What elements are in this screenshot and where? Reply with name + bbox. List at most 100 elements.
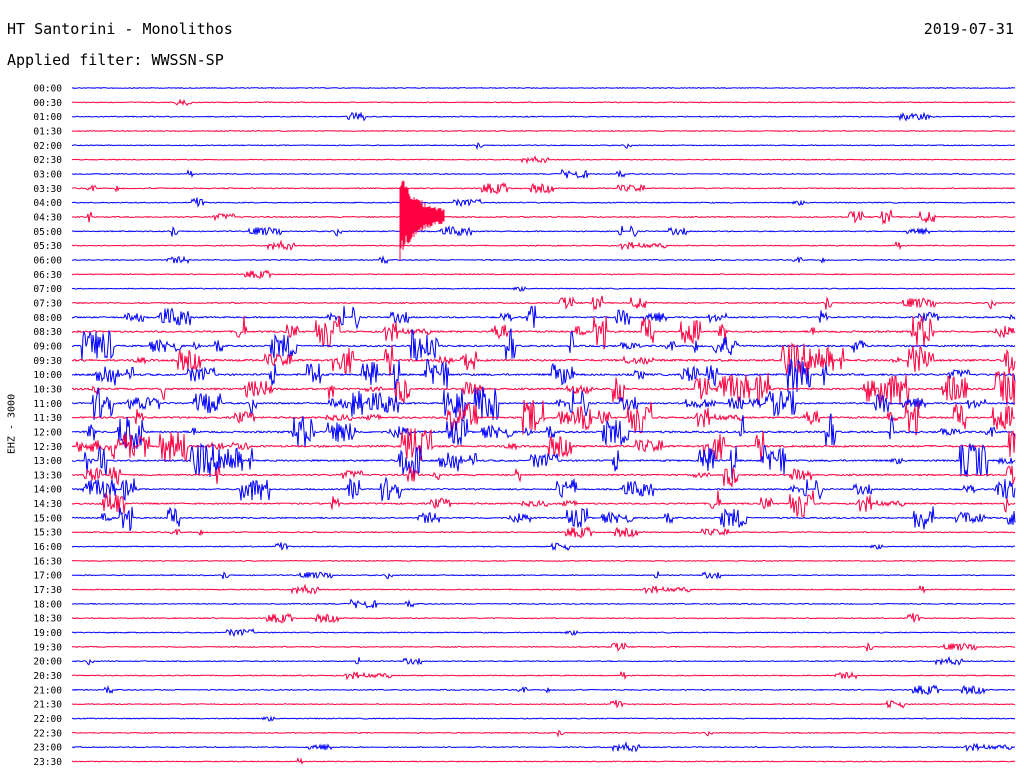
- trace-line: [71, 155, 1016, 165]
- time-tick-label: 11:00: [33, 399, 62, 410]
- trace-line: [71, 506, 1016, 531]
- seismic-event-trace: [399, 180, 445, 260]
- time-tick-label: 05:30: [33, 241, 62, 252]
- time-tick-label: 15:00: [33, 513, 62, 524]
- trace-line: [71, 86, 1016, 90]
- time-tick-label: 01:30: [33, 126, 62, 137]
- time-tick-label: 14:00: [33, 485, 62, 496]
- record-date: 2019-07-31: [923, 20, 1014, 38]
- trace-line: [71, 542, 1016, 552]
- trace-line: [72, 98, 1016, 107]
- trace-line: [72, 209, 1016, 225]
- time-tick-label: 10:30: [33, 384, 62, 395]
- time-tick-label: 04:00: [33, 198, 62, 209]
- trace-line: [71, 358, 1016, 394]
- trace-line: [71, 571, 1016, 580]
- time-tick-label: 00:30: [33, 98, 62, 109]
- time-tick-label: 06:00: [33, 255, 62, 266]
- time-tick-label: 03:30: [33, 184, 62, 195]
- time-tick-label: 08:30: [33, 327, 62, 338]
- time-tick-label: 13:00: [33, 456, 62, 467]
- time-tick-label: 15:30: [33, 528, 62, 539]
- trace-line: [71, 598, 1016, 609]
- trace-line: [71, 490, 1016, 517]
- time-tick-label: 16:30: [33, 556, 62, 567]
- trace-line: [71, 656, 1016, 666]
- time-tick-label: 10:00: [33, 370, 62, 381]
- trace-line: [71, 255, 1016, 265]
- time-tick-label: 19:30: [33, 642, 62, 653]
- time-tick-label: 05:00: [33, 227, 62, 238]
- time-tick-label: 07:30: [33, 298, 62, 309]
- time-tick-label: 20:00: [33, 657, 62, 668]
- trace-line: [71, 315, 1016, 350]
- trace-line: [71, 757, 1016, 765]
- trace-line: [71, 269, 1016, 279]
- time-tick-label: 02:30: [33, 155, 62, 166]
- time-tick-label: 06:30: [33, 270, 62, 281]
- time-tick-label: 09:30: [33, 356, 62, 367]
- trace-line: [71, 197, 1016, 208]
- trace-line: [71, 182, 1016, 195]
- time-tick-label: 17:30: [33, 585, 62, 596]
- trace-line: [71, 642, 1015, 652]
- trace-line: [71, 428, 1016, 463]
- trace-line: [71, 628, 1016, 638]
- time-tick-label: 22:30: [33, 728, 62, 739]
- time-tick-label: 18:00: [33, 599, 62, 610]
- filter-label: Applied filter: WWSSN-SP: [7, 51, 224, 69]
- time-tick-label: 09:00: [33, 341, 62, 352]
- time-tick-label: 22:00: [33, 714, 62, 725]
- time-tick-label: 07:00: [33, 284, 62, 295]
- trace-line: [71, 525, 1016, 539]
- station-title: HT Santorini - Monolithos: [7, 20, 233, 38]
- trace-line: [72, 465, 1016, 488]
- time-tick-label: 08:00: [33, 313, 62, 324]
- time-tick-label: 23:00: [33, 743, 62, 754]
- time-tick-label: 11:30: [33, 413, 62, 424]
- time-tick-label: 01:00: [33, 112, 62, 123]
- trace-line: [71, 583, 1016, 595]
- trace-line: [71, 715, 1016, 722]
- trace-line: [71, 413, 1016, 450]
- time-tick-label: 12:30: [33, 442, 62, 453]
- time-tick-label: 00:00: [33, 84, 62, 95]
- trace-line: [71, 442, 1016, 479]
- trace-line: [71, 168, 1016, 179]
- trace-line: [71, 741, 1016, 753]
- time-tick-label: 23:30: [33, 757, 62, 768]
- trace-line: [71, 285, 1016, 292]
- trace-line: [71, 225, 1015, 238]
- time-tick-label: 12:00: [33, 427, 62, 438]
- trace-line: [71, 371, 1016, 406]
- time-tick-label: 03:00: [33, 169, 62, 180]
- trace-line: [71, 684, 1016, 696]
- time-tick-label: 14:30: [33, 499, 62, 510]
- trace-line: [71, 399, 1016, 436]
- time-tick-label: 16:00: [33, 542, 62, 553]
- trace-line: [71, 342, 1016, 377]
- trace-line: [71, 239, 1016, 251]
- trace-line: [71, 129, 1016, 133]
- trace-line: [71, 142, 1015, 151]
- time-tick-label: 20:30: [33, 671, 62, 682]
- trace-line: [71, 305, 1016, 330]
- trace-line: [71, 612, 1016, 624]
- trace-line: [71, 476, 1016, 502]
- time-tick-label: 04:30: [33, 212, 62, 223]
- time-tick-label: 19:00: [33, 628, 62, 639]
- trace-line: [71, 670, 1016, 681]
- trace-line: [71, 111, 1016, 122]
- trace-line: [71, 328, 1016, 361]
- trace-line: [71, 559, 1016, 562]
- time-tick-label: 17:00: [33, 571, 62, 582]
- trace-line: [71, 729, 1016, 738]
- trace-line: [71, 699, 1016, 709]
- time-tick-label: 21:30: [33, 700, 62, 711]
- trace-line: [71, 295, 1016, 311]
- time-tick-label: 02:00: [33, 141, 62, 152]
- time-tick-label: 18:30: [33, 614, 62, 625]
- time-tick-label: 21:00: [33, 685, 62, 696]
- time-tick-label: 13:30: [33, 470, 62, 481]
